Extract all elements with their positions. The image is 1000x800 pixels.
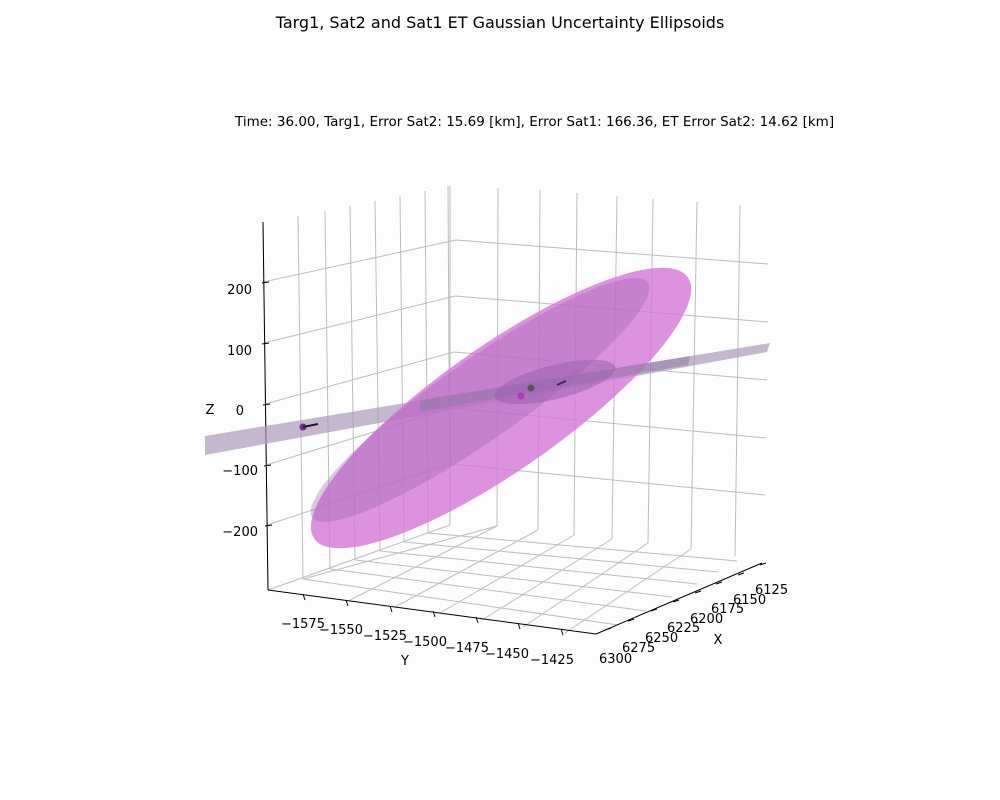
z-tick-marks bbox=[261, 281, 273, 527]
x-tick-label: 6300 bbox=[599, 652, 632, 667]
y-tick-label: −1450 bbox=[485, 647, 529, 662]
chart-subtitle: Time: 36.00, Targ1, Error Sat2: 15.69 [k… bbox=[235, 114, 835, 130]
y-tick-label: −1475 bbox=[445, 641, 489, 656]
z-tick-label: 100 bbox=[227, 344, 252, 359]
y-axis-label: Y bbox=[400, 654, 409, 669]
x-axis-label: X bbox=[714, 633, 723, 648]
x-tick-label: 6200 bbox=[690, 612, 723, 627]
x-tick-label: 6175 bbox=[711, 602, 744, 617]
point-sat-b bbox=[527, 384, 535, 392]
z-axis-label: Z bbox=[206, 403, 215, 418]
x-ticks: 6125 6150 6175 6200 6225 6250 6275 6300 bbox=[599, 583, 788, 667]
z-tick-label: −100 bbox=[222, 464, 258, 479]
x-tick-label: 6250 bbox=[645, 631, 678, 646]
z-tick-label: 0 bbox=[236, 404, 244, 419]
x-tick-label: 6125 bbox=[755, 583, 788, 598]
x-tick-label: 6275 bbox=[622, 641, 655, 656]
target-points bbox=[299, 380, 567, 431]
axis-lines bbox=[262, 221, 763, 635]
large-ellipsoid bbox=[310, 267, 692, 549]
x-tick-label: 6150 bbox=[733, 593, 766, 608]
z-ticks: 200 100 0 −100 −200 bbox=[222, 283, 258, 540]
small-ellipsoid bbox=[494, 359, 616, 405]
y-tick-label: −1525 bbox=[363, 629, 407, 644]
chart-title: Targ1, Sat2 and Sat1 ET Gaussian Uncerta… bbox=[275, 13, 725, 32]
z-tick-label: −200 bbox=[222, 525, 258, 540]
y-tick-label: −1500 bbox=[403, 635, 447, 650]
x-tick-marks bbox=[604, 562, 767, 631]
x-tick-label: 6225 bbox=[667, 621, 700, 636]
point-targ bbox=[517, 392, 525, 400]
y-tick-marks bbox=[302, 593, 564, 636]
y-ticks: −1575 −1550 −1525 −1500 −1475 −1450 −142… bbox=[281, 617, 574, 668]
z-tick-label: 200 bbox=[227, 283, 252, 298]
y-tick-label: −1425 bbox=[530, 653, 574, 668]
y-tick-label: −1550 bbox=[319, 623, 363, 638]
y-tick-label: −1575 bbox=[281, 617, 325, 632]
